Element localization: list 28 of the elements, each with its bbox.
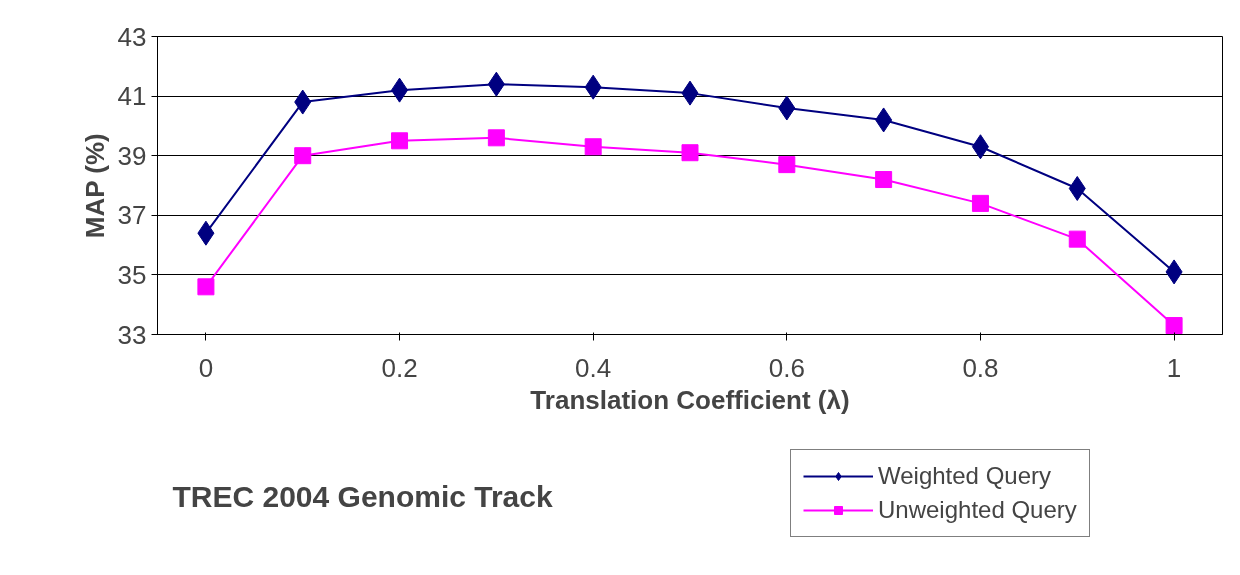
legend-label: Weighted Query (878, 462, 1051, 490)
x-tick-label: 0.4 (575, 352, 612, 383)
x-axis-title: Translation Coefficient (λ) (530, 384, 850, 415)
x-tick-label: 0.2 (381, 352, 418, 383)
point (778, 156, 796, 174)
point (875, 171, 893, 189)
y-tick-label: 39 (117, 140, 147, 171)
point (971, 194, 989, 212)
x-tick-label: 0.6 (768, 352, 805, 383)
y-tick-label: 41 (117, 81, 147, 112)
y-tick-label: 35 (117, 259, 147, 290)
text: TREC 2004 Genomic Track (172, 479, 553, 513)
y-tick-label: 33 (117, 319, 147, 350)
point (1165, 317, 1183, 335)
y-tick-label: 43 (117, 21, 147, 52)
point (681, 144, 699, 162)
x-tick-label: 0.8 (962, 352, 999, 383)
y-axis-title: MAP (%) (79, 133, 110, 239)
point (197, 278, 215, 296)
x-tick-label: 1 (1166, 352, 1182, 383)
point (391, 132, 409, 150)
point (584, 138, 602, 156)
point (294, 147, 312, 165)
y-tick-label: 37 (117, 200, 147, 231)
point (1068, 230, 1086, 248)
x-tick-label: 0 (198, 352, 214, 383)
point (487, 129, 505, 147)
legend-label: Unweighted Query (878, 496, 1077, 524)
